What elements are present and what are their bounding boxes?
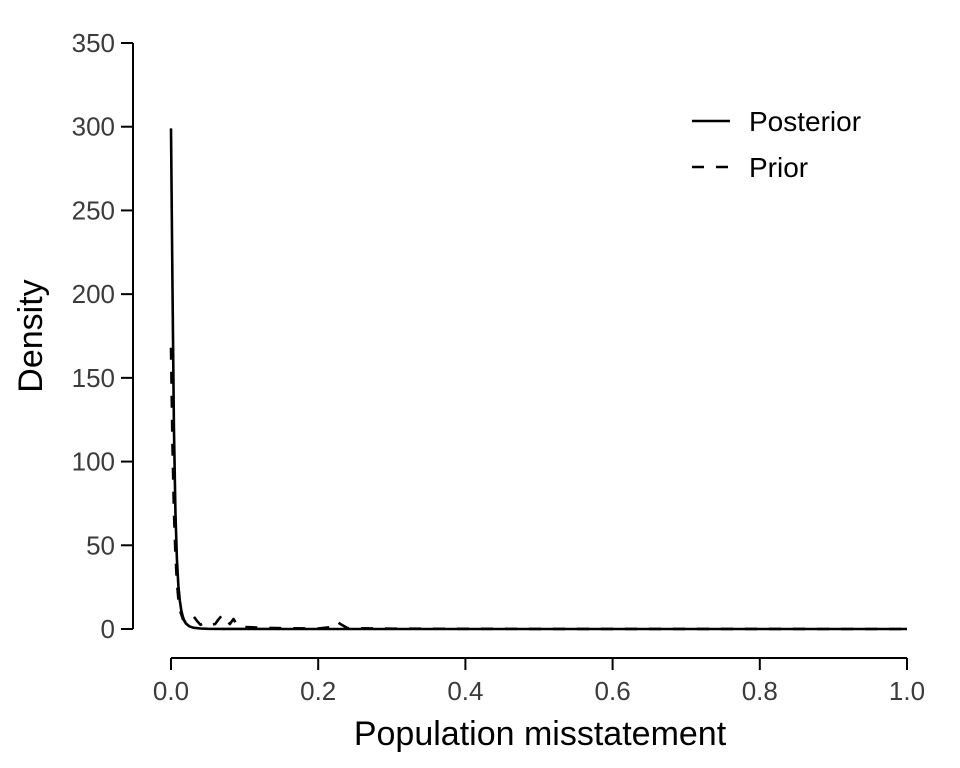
x-tick-label: 0.6 bbox=[595, 676, 631, 706]
x-axis: 0.0 0.2 0.4 0.6 0.8 1.0 bbox=[153, 657, 925, 706]
x-axis-title: Population misstatement bbox=[354, 715, 727, 753]
x-tick-label: 1.0 bbox=[889, 676, 925, 706]
y-tick-label: 250 bbox=[72, 195, 115, 225]
x-tick-label: 0.2 bbox=[300, 676, 336, 706]
y-tick-label: 200 bbox=[72, 279, 115, 309]
y-axis-title: Density bbox=[12, 279, 50, 392]
y-tick-label: 300 bbox=[72, 112, 115, 142]
series-line-prior bbox=[169, 347, 908, 631]
x-tick-label: 0.8 bbox=[742, 676, 778, 706]
y-tick-label: 150 bbox=[72, 363, 115, 393]
y-tick-label: 50 bbox=[86, 530, 115, 560]
x-tick-label: 0.0 bbox=[153, 676, 189, 706]
x-tick-label: 0.4 bbox=[447, 676, 483, 706]
legend-label-prior: Prior bbox=[749, 152, 808, 183]
y-tick-label: 100 bbox=[72, 447, 115, 477]
legend-label-posterior: Posterior bbox=[749, 106, 861, 137]
legend: Posterior Prior bbox=[692, 106, 861, 183]
y-axis: 0 50 100 150 200 250 300 350 bbox=[72, 28, 134, 644]
series-line-posterior bbox=[169, 128, 907, 631]
y-tick-label: 0 bbox=[101, 614, 115, 644]
y-tick-label: 350 bbox=[72, 28, 115, 58]
plot-area bbox=[169, 128, 908, 631]
